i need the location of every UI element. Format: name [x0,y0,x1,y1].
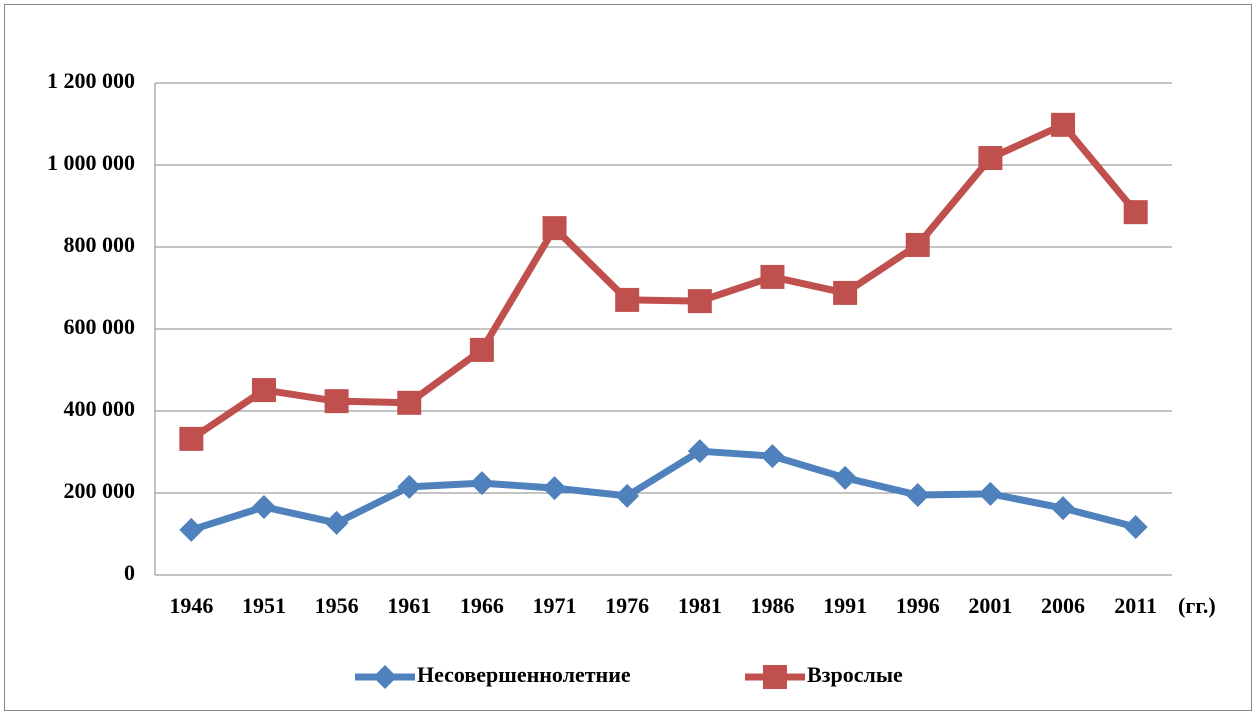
x-tick-label: 1971 [533,593,577,618]
point-marker [1051,496,1076,521]
x-tick-label: 1991 [823,593,867,618]
x-tick-label: 1996 [896,593,940,618]
point-marker [1123,515,1148,540]
point-marker [542,216,567,241]
point-marker [687,439,712,464]
point-marker [833,465,858,490]
point-marker [469,337,494,362]
point-marker [542,476,567,501]
point-marker [905,232,930,257]
x-tick-label: 1956 [315,593,359,618]
point-marker [324,389,349,414]
point-marker [905,483,930,508]
x-tick-label: 2006 [1041,593,1085,618]
series-line [189,121,1139,442]
legend-marker [763,665,787,689]
point-marker [251,378,276,403]
x-tick-label: 1981 [678,593,722,618]
x-tick-label: 2011 [1114,593,1157,618]
point-marker [469,471,494,496]
series-line [190,447,1137,534]
legend-label: Взрослые [807,662,903,687]
y-tick-label: 800 000 [64,232,136,257]
point-marker [1123,200,1148,225]
point-marker [978,146,1003,171]
x-tick-label: 1976 [605,593,649,618]
legend-label: Несовершеннолетние [417,662,631,687]
x-tick-label: 1966 [460,593,504,618]
x-tick-label: 1986 [750,593,794,618]
legend-marker [373,665,397,689]
y-tick-label: 1 200 000 [47,68,135,93]
point-marker [251,494,276,519]
point-marker [397,474,422,499]
y-tick-label: 600 000 [64,314,136,339]
point-marker [179,517,204,542]
chart-frame [4,4,1252,711]
y-tick-label: 400 000 [64,396,136,421]
x-axis-label: (гг.) [1178,593,1216,618]
x-tick-label: 2001 [968,593,1012,618]
x-tick-label: 1951 [242,593,286,618]
x-tick-label: 1946 [169,593,213,618]
point-marker [615,483,640,508]
point-marker [760,264,785,289]
point-marker [978,481,1003,506]
x-tick-label: 1961 [387,593,431,618]
point-marker [760,444,785,469]
point-marker [615,287,640,312]
point-marker [833,280,858,305]
point-marker [179,426,204,451]
y-tick-label: 200 000 [64,478,136,503]
point-marker [687,289,712,314]
y-tick-label: 0 [124,560,135,585]
point-marker [1051,112,1076,137]
y-tick-label: 1 000 000 [47,150,135,175]
point-marker [324,510,349,535]
point-marker [397,390,422,415]
